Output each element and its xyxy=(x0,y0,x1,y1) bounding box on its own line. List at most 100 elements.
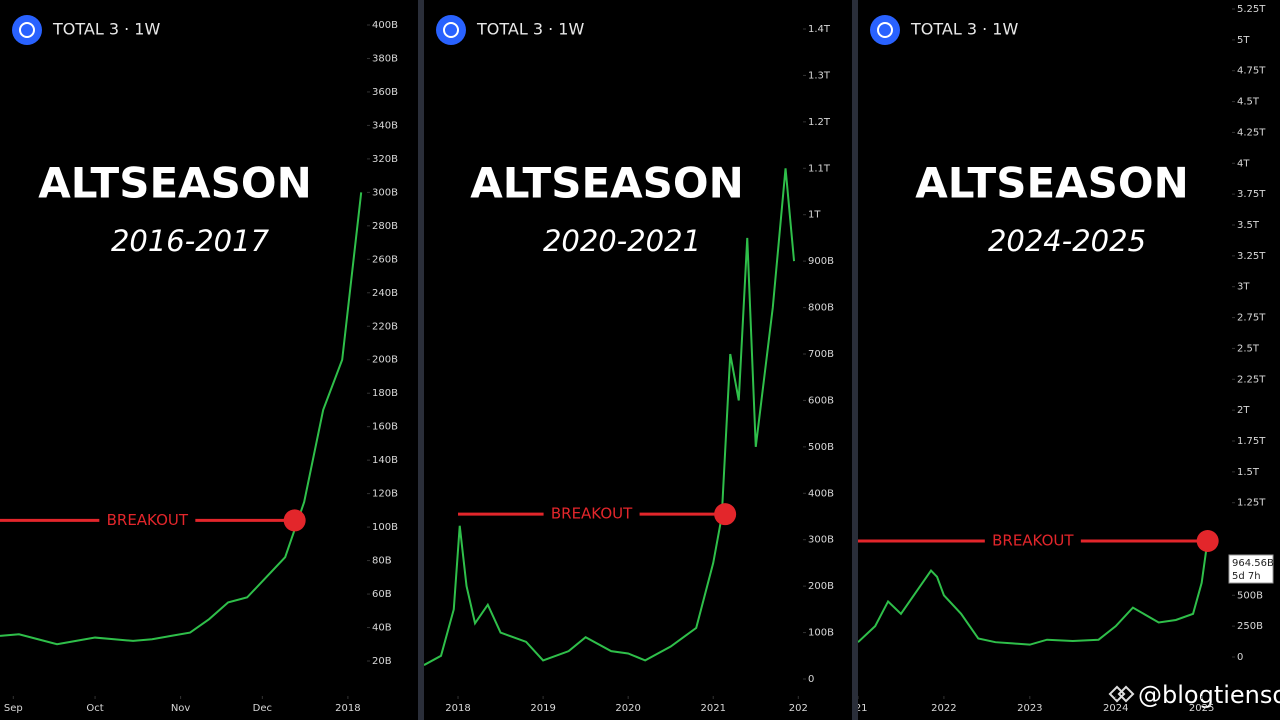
y-tick-label: 900B xyxy=(808,256,834,267)
y-tick-label: 1.1T xyxy=(808,163,831,174)
y-tick-label: 220B xyxy=(372,321,398,332)
x-tick-label: 2020 xyxy=(615,703,640,714)
breakout-label-bg xyxy=(984,530,1081,551)
x-tick-label: 2024 xyxy=(1103,703,1128,714)
breakout-dot xyxy=(1196,529,1219,552)
x-tick-label: 2018 xyxy=(335,703,360,714)
heading: ALTSEASON xyxy=(915,159,1189,208)
y-tick-label: 120B xyxy=(372,489,398,500)
divider xyxy=(852,0,858,720)
title: TOTAL 3 · 1W xyxy=(910,20,1018,39)
y-tick-label: 200B xyxy=(372,355,398,366)
divider xyxy=(418,0,424,720)
title: TOTAL 3 · 1W xyxy=(52,20,160,39)
logo-inner xyxy=(443,22,459,38)
y-tick-label: 1.4T xyxy=(808,24,831,35)
y-tick-label: 3.5T xyxy=(1237,220,1260,231)
y-tick-label: 160B xyxy=(372,422,398,433)
subtitle: 2016-2017 xyxy=(111,224,270,258)
breakout-label-bg xyxy=(543,504,640,525)
x-tick-label: 2019 xyxy=(530,703,555,714)
y-tick-label: 3.25T xyxy=(1237,251,1266,262)
price-line xyxy=(858,539,1209,646)
price-label: 964.56B xyxy=(1232,558,1274,569)
y-tick-label: 300B xyxy=(808,535,834,546)
y-tick-label: 5T xyxy=(1237,35,1250,46)
y-tick-label: 3T xyxy=(1237,282,1250,293)
price-line xyxy=(0,192,363,646)
panel: 0250B500B750B1.25T1.5T1.75T2T2.25T2.5T2.… xyxy=(858,4,1274,714)
x-tick-label: 202 xyxy=(789,703,808,714)
y-tick-label: 0 xyxy=(808,674,814,685)
logo xyxy=(870,15,900,45)
y-tick-label: 60B xyxy=(372,589,392,600)
breakout-label: BREAKOUT xyxy=(107,511,189,529)
breakout-label-bg xyxy=(99,510,196,531)
heading: ALTSEASON xyxy=(38,159,312,208)
y-tick-label: 100B xyxy=(808,628,834,639)
breakout-label: BREAKOUT xyxy=(551,505,633,523)
breakout-dot xyxy=(714,503,737,526)
y-tick-label: 800B xyxy=(808,303,834,314)
y-tick-label: 1.75T xyxy=(1237,436,1266,447)
y-tick-label: 1.25T xyxy=(1237,498,1266,509)
y-tick-label: 80B xyxy=(372,556,392,567)
y-tick-label: 1.2T xyxy=(808,117,831,128)
heading: ALTSEASON xyxy=(470,159,744,208)
y-tick-label: 2.25T xyxy=(1237,374,1266,385)
price-line xyxy=(424,168,796,666)
x-tick-label: Dec xyxy=(253,703,272,714)
price-tag xyxy=(1228,554,1274,584)
y-tick-label: 180B xyxy=(372,388,398,399)
y-tick-label: 500B xyxy=(808,442,834,453)
x-tick-label: 2025 xyxy=(1189,703,1214,714)
y-tick-label: 300B xyxy=(372,187,398,198)
y-tick-label: 340B xyxy=(372,120,398,131)
y-tick-label: 400B xyxy=(372,20,398,31)
y-tick-label: 200B xyxy=(808,581,834,592)
y-tick-label: 2.75T xyxy=(1237,313,1266,324)
y-tick-label: 5.25T xyxy=(1237,4,1266,15)
y-tick-label: 140B xyxy=(372,455,398,466)
breakout-label: BREAKOUT xyxy=(992,531,1074,549)
y-tick-label: 250B xyxy=(1237,621,1263,632)
x-tick-label: 2022 xyxy=(931,703,956,714)
y-tick-label: 0 xyxy=(1237,652,1243,663)
y-tick-label: 360B xyxy=(372,87,398,98)
y-tick-label: 240B xyxy=(372,288,398,299)
y-tick-label: 2T xyxy=(1237,405,1250,416)
y-tick-label: 40B xyxy=(372,623,392,634)
title: TOTAL 3 · 1W xyxy=(476,20,584,39)
logo xyxy=(12,15,42,45)
y-tick-label: 320B xyxy=(372,154,398,165)
x-tick-label: 2023 xyxy=(1017,703,1042,714)
y-tick-label: 4T xyxy=(1237,158,1250,169)
y-tick-label: 20B xyxy=(372,656,392,667)
y-tick-label: 100B xyxy=(372,522,398,533)
y-tick-label: 4.75T xyxy=(1237,66,1266,77)
watermark: @blogtienso xyxy=(1138,681,1280,709)
y-tick-label: 600B xyxy=(808,395,834,406)
y-tick-label: 4.5T xyxy=(1237,97,1260,108)
breakout-dot xyxy=(283,509,306,532)
y-tick-label: 3.75T xyxy=(1237,189,1266,200)
y-tick-label: 260B xyxy=(372,254,398,265)
logo xyxy=(436,15,466,45)
y-tick-label: 400B xyxy=(808,488,834,499)
y-tick-label: 1.5T xyxy=(1237,467,1260,478)
x-tick-label: 2018 xyxy=(445,703,470,714)
y-tick-label: 280B xyxy=(372,221,398,232)
logo-inner xyxy=(877,22,893,38)
y-tick-label: 1.3T xyxy=(808,70,831,81)
y-tick-label: 380B xyxy=(372,53,398,64)
panel: 0 100B 200B 300B 400B 500B 600B 700B 800B 900B 1T 1… xyxy=(424,15,834,714)
watermark-icon xyxy=(1108,685,1135,703)
x-tick-label: 2021 xyxy=(701,703,726,714)
y-tick-label: 4.25T xyxy=(1237,127,1266,138)
x-tick-label: Oct xyxy=(86,703,103,714)
y-tick-label: 500B xyxy=(1237,590,1263,601)
x-tick-label: Nov xyxy=(171,703,191,714)
subtitle: 2024-2025 xyxy=(988,224,1146,258)
